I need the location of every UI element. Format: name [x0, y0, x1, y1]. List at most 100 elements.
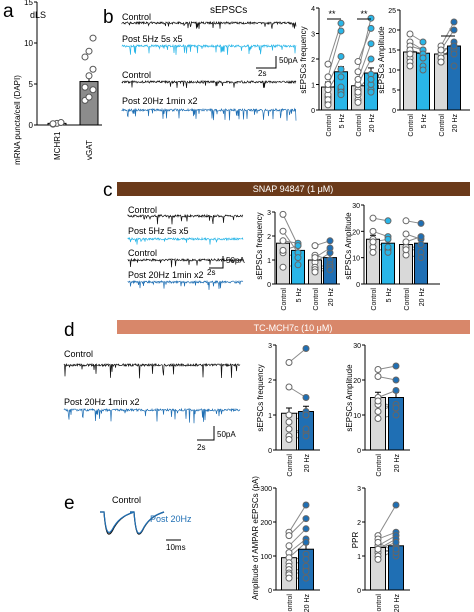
panel-c-drug-label: SNAP 94847 (1 μM)	[253, 184, 334, 194]
chart-e2-xlabel-0: Control	[376, 594, 383, 612]
panel-d-traces	[63, 362, 241, 441]
chart-b2-point-1-1-3	[450, 26, 458, 34]
chart-b1-xlabel-0: Control	[326, 114, 333, 137]
chart-c1-xlabel-1: 5 Hz	[296, 288, 303, 303]
chart-c2-tick-label-2: 20	[352, 229, 360, 236]
chart-c2-point-1-1-3	[417, 254, 425, 262]
chart-b1-xlabel-3: 20 Hz	[369, 114, 376, 133]
panel-d-scale-y: 50pA	[217, 430, 236, 439]
chart-c1-point-0-0-0	[279, 210, 287, 218]
chart-b2-tick-label-5: 25	[388, 8, 396, 15]
chart-c2-point-0-1-5	[384, 235, 392, 243]
chart-c1-tick-label-2: 2	[267, 234, 271, 241]
chart-b2-point-0-1-0	[419, 38, 427, 46]
panel-a-point-1-6	[81, 53, 89, 61]
chart-e1-point-0-0-2	[285, 542, 293, 550]
chart-b2-point-1-0-7	[437, 58, 445, 66]
chart-c2-xlabel-1: 5 Hz	[386, 288, 393, 303]
chart-b1-pair-line-1-7	[357, 28, 372, 62]
panel-b-sig-freq-1: **	[328, 9, 336, 19]
chart-b1-point-0-1-8	[337, 91, 345, 99]
panel-e-ppr-ylabel: PPR	[351, 532, 360, 549]
chart-c1-point-0-1-3	[294, 254, 302, 262]
chart-c2-point-0-0-5	[369, 238, 377, 246]
chart-b1-point-0-1-4	[337, 52, 345, 60]
chart-b2-point-0-1-7	[419, 66, 427, 74]
chart-c2-point-1-0-4	[402, 246, 410, 254]
chart-d1-point-0-0-2	[285, 411, 293, 419]
panel-d-drug-label: TC-MCH7c (10 μM)	[254, 323, 333, 333]
chart-c2-point-0-1-0	[384, 217, 392, 225]
panel-a-xlabel-mchr1: MCHR1	[53, 131, 62, 160]
chart-b1-point-0-1-3	[337, 65, 345, 73]
panel-d-trace-label-1: Control	[64, 349, 93, 359]
panel-b-trace-label-3: Control	[122, 70, 151, 80]
panel-c-trace-label-2: Post 5Hz 5s x5	[128, 226, 189, 236]
chart-c1-point-0-0-1	[279, 227, 287, 235]
chart-b1-point-1-0-8	[354, 88, 362, 96]
chart-e1-pair-line-0-4	[288, 542, 307, 559]
chart-e2-point-0-0-8	[374, 545, 382, 553]
panel-e-control-label: Control	[112, 495, 141, 505]
panel-c-trace-label-4: Post 20Hz 1min x2	[128, 270, 204, 280]
chart-b1-point-0-0-8	[324, 101, 332, 109]
panel-a-chart	[34, 1, 102, 128]
panel-a-point-1-8	[89, 34, 97, 42]
chart-b2-point-1-1-7	[450, 62, 458, 70]
panel-c-scale-y: 50pA	[226, 256, 245, 265]
chart-d1-point-0-1-4	[302, 425, 310, 433]
chart-b1-xlabel-2: Control	[356, 114, 363, 137]
chart-c1-xlabel-3: 20 Hz	[328, 288, 335, 307]
chart-d2-point-0-1-2	[392, 387, 400, 394]
chart-b2-point-1-1-6	[450, 50, 458, 58]
panel-b-scale-bar	[256, 56, 277, 69]
panel-b-traces	[121, 20, 297, 121]
panel-b-trace-label-2: Post 5Hz 5s x5	[122, 34, 183, 44]
chart-c1-point-1-1-4	[326, 244, 334, 252]
chart-b2-point-1-0-5	[437, 46, 445, 54]
chart-e2-tick-label-2: 2	[357, 520, 361, 527]
chart-b1-tick-label-3: 3	[311, 32, 315, 39]
trace-b-post-5hz	[121, 43, 297, 55]
panel-a-letter: a	[3, 1, 14, 22]
chart-c2-point-1-1-0	[417, 219, 425, 227]
panel-a-point-0-3	[49, 120, 57, 128]
panel-c-drug-band	[117, 182, 470, 196]
chart-b2-point-0-0-7	[406, 62, 414, 70]
chart-b1-point-0-1-7	[337, 19, 345, 27]
trace-c-post-20hz	[127, 279, 244, 290]
chart-b1-point-1-0-7	[354, 58, 362, 66]
chart-c2-tick-label-1: 10	[352, 256, 360, 263]
chart-b2-tick-label-3: 15	[388, 48, 396, 55]
chart-e2-point-0-1-8	[392, 538, 400, 546]
chart-c2-point-1-1-4	[417, 241, 425, 248]
panel-a-ylabel: mRNA puncta/cell (DAPI)	[13, 75, 22, 165]
chart-b2-point-0-1-6	[419, 54, 427, 62]
chart-b2-xlabel-1: 5 Hz	[421, 114, 428, 129]
trace-c-control-1	[127, 213, 244, 225]
chart-c1-point-1-0-0	[311, 242, 319, 250]
chart-d1-xlabel-1: 20 Hz	[304, 454, 311, 473]
chart-b2-point-0-0-6	[406, 50, 414, 58]
chart-e1-point-0-1-10	[302, 574, 310, 582]
panel-e-ppr-chart: 0 1 2 3 Control 20 Hz	[357, 486, 410, 612]
chart-b1-xlabel-1: 5 Hz	[339, 114, 346, 129]
panel-e-post-label: Post 20Hz	[150, 514, 192, 524]
panel-e-traces	[100, 511, 181, 541]
chart-d1-point-0-0-0	[285, 359, 293, 366]
chart-b1-point-1-0-6	[354, 98, 362, 106]
panel-c-amplitude-chart: 0 10 20 30 Control 5 Hz Control 20 Hz	[352, 203, 440, 311]
panel-a-point-1-2	[89, 86, 97, 94]
chart-d2-tick-label-2: 20	[353, 378, 361, 385]
trace-e-post-pulse-1	[100, 511, 135, 533]
chart-e1-tick-label-1: 100	[260, 554, 272, 561]
chart-b1-pair-line-0-4	[327, 56, 342, 85]
panel-d-amplitude-chart: 0 10 20 30 Control 20 Hz	[353, 343, 410, 477]
chart-b1-point-0-0-5	[324, 73, 332, 81]
panel-d-frequency-chart: 0 1 2 3 Control 20 Hz	[268, 343, 320, 477]
chart-b1-point-1-1-3	[367, 55, 375, 63]
panel-a-point-1-1	[85, 93, 93, 101]
chart-b2-tick-label-0: 0	[392, 108, 396, 115]
chart-b2-bar-1	[416, 52, 430, 111]
